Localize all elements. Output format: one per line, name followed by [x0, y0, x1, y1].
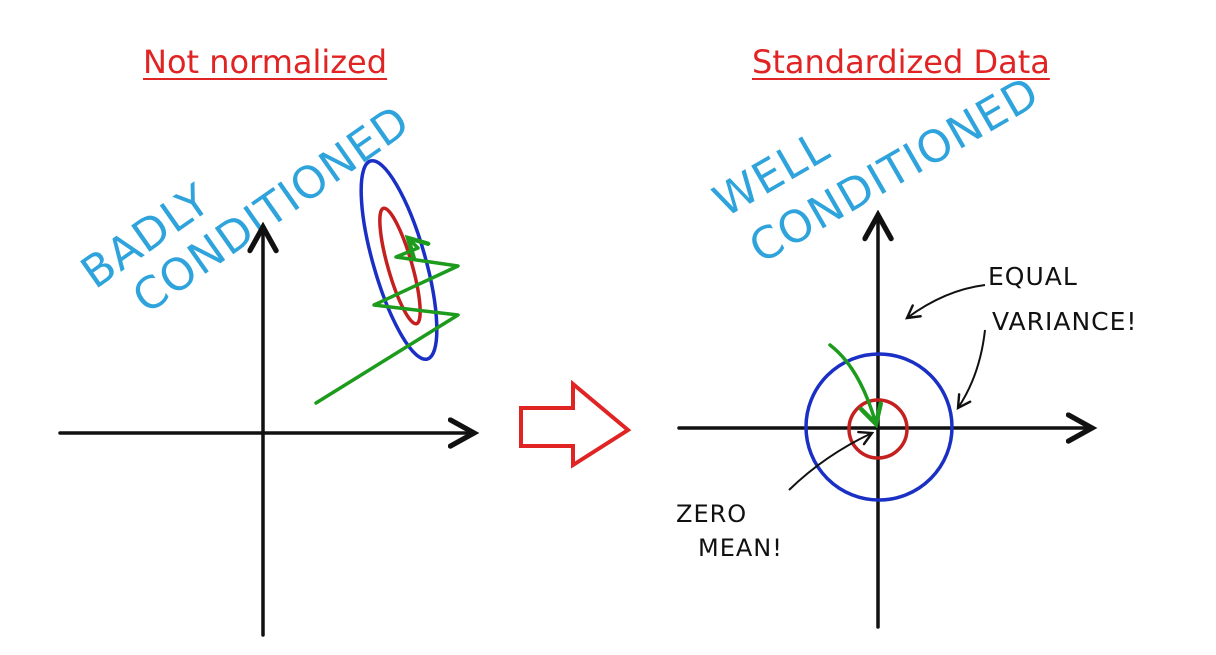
zero-text: ZERO	[676, 500, 747, 528]
badly-conditioned-label: BADLY CONDITIONED	[72, 96, 419, 324]
right-inner-contour	[847, 398, 909, 460]
equal-variance-arrow-right	[956, 329, 986, 411]
mean-text: MEAN!	[698, 534, 783, 562]
equal-variance-arrow-top	[905, 284, 986, 320]
transition-arrow	[519, 379, 632, 469]
equal-text: EQUAL	[988, 262, 1078, 291]
left-gradient-path	[314, 238, 460, 405]
left-panel: BADLY CONDITIONED	[58, 96, 474, 637]
left-panel-title: Not normalized	[143, 43, 388, 81]
right-gradient-path	[828, 343, 876, 424]
right-panel-title: Standardized Data	[752, 43, 1050, 81]
variance-text: VARIANCE!	[992, 307, 1137, 336]
left-outer-contour	[359, 158, 439, 362]
left-inner-contour	[378, 206, 422, 326]
zero-mean-arrow	[788, 430, 875, 491]
right-outer-contour	[804, 352, 954, 502]
right-panel: WELL CONDITIONED EQUAL VARIANCE! ZERO ME…	[676, 67, 1137, 629]
